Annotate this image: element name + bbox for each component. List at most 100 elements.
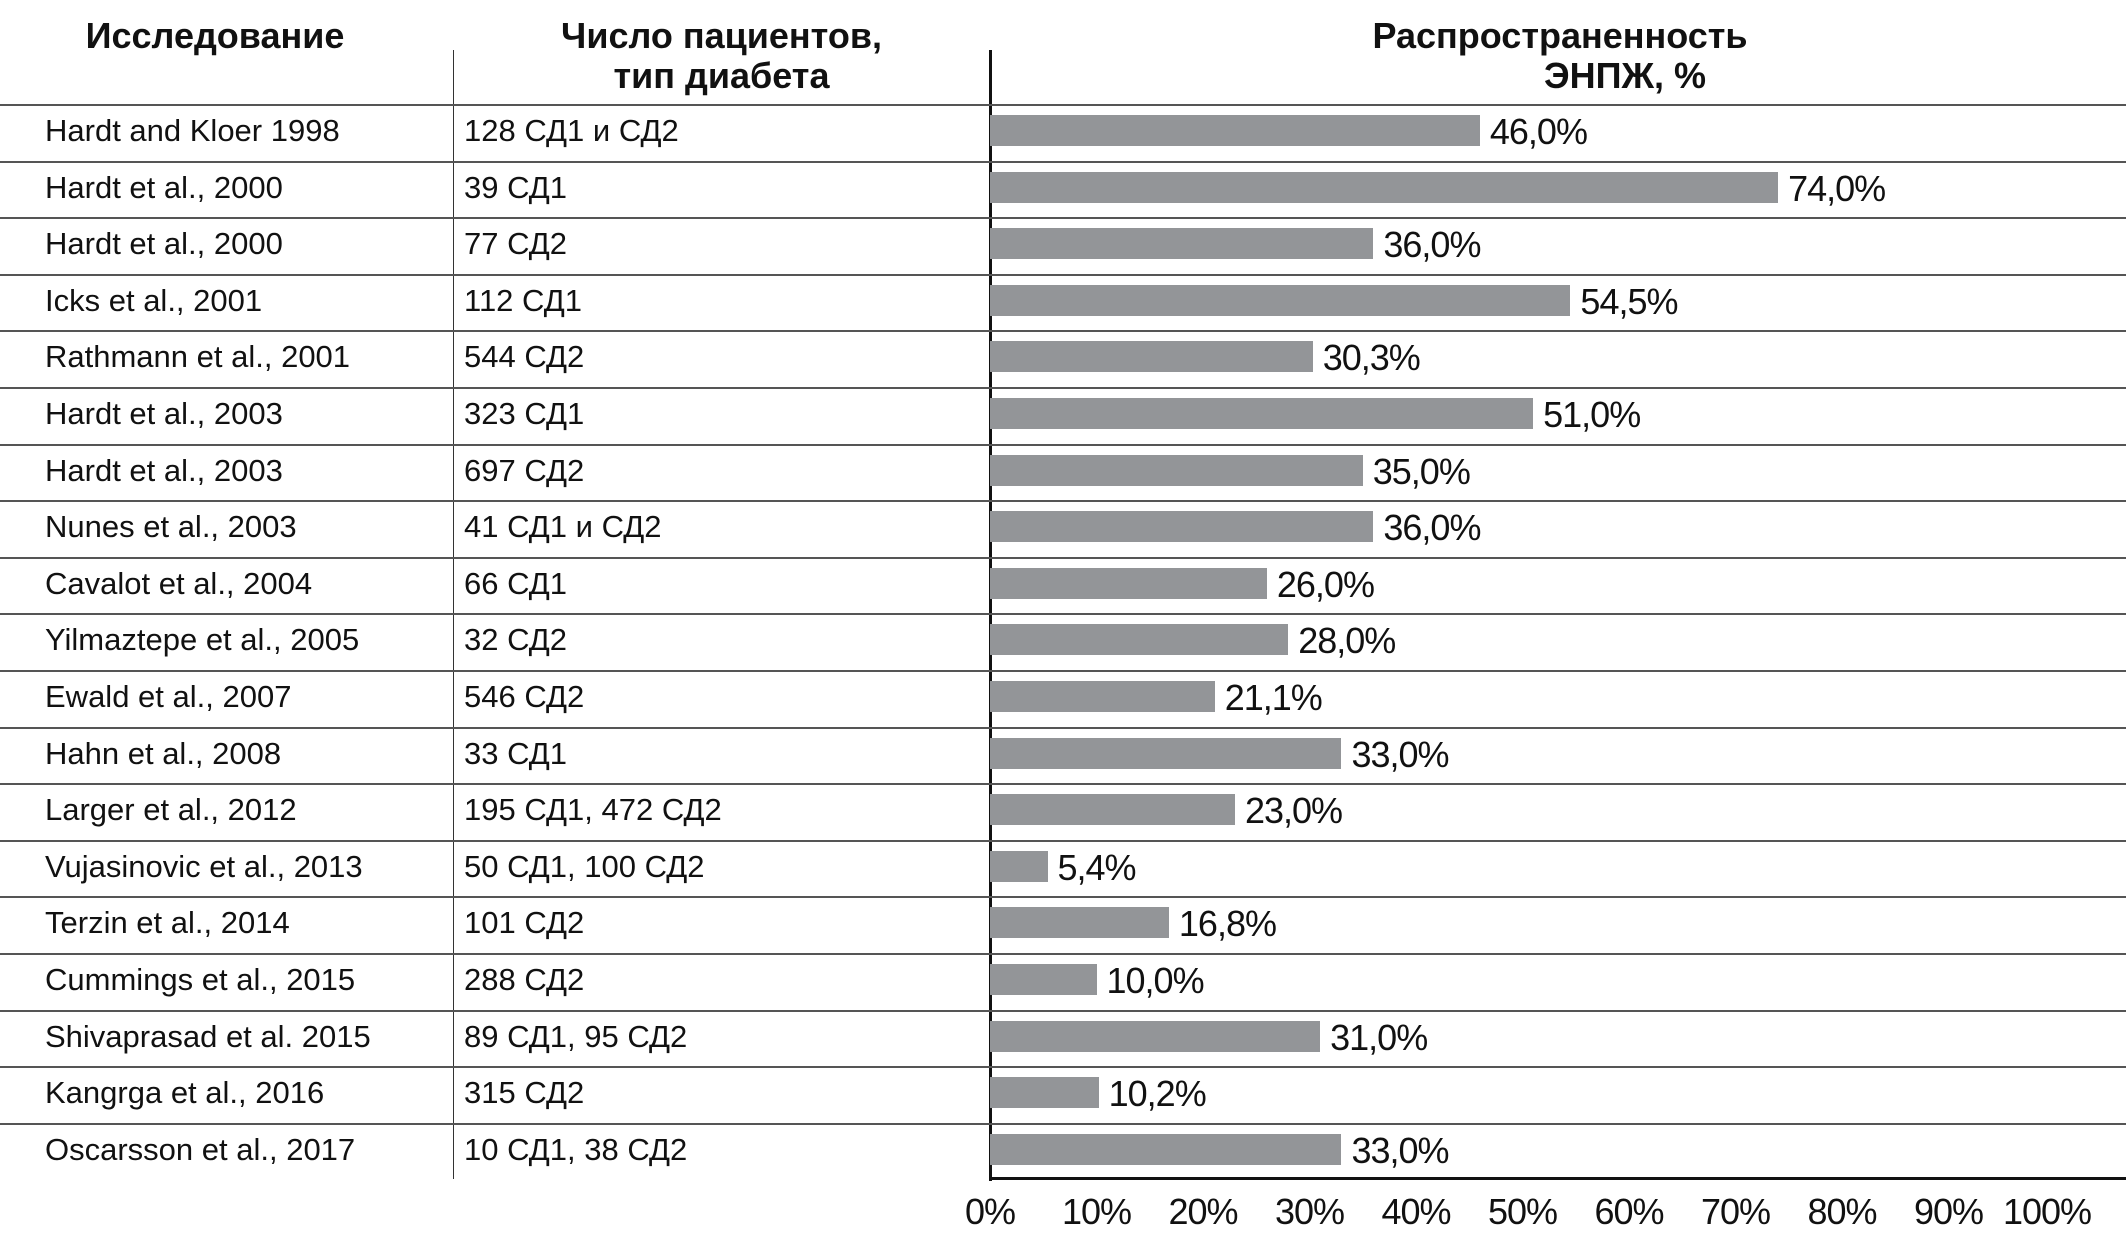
study-cell: Hardt et al., 2000 bbox=[45, 169, 283, 205]
row-divider bbox=[0, 1122, 2126, 1125]
x-tick-label: 70% bbox=[1700, 1191, 1771, 1232]
bar bbox=[990, 1133, 1342, 1165]
header-patients-line2: тип диабета bbox=[613, 55, 830, 96]
patients-cell: 50 СД1, 100 СД2 bbox=[464, 848, 705, 884]
x-tick-label: 10% bbox=[1061, 1191, 1132, 1232]
bar bbox=[990, 624, 1289, 656]
bar bbox=[990, 964, 1097, 995]
bar-value-label: 54,5% bbox=[1580, 280, 1678, 322]
row-divider bbox=[0, 556, 2126, 559]
bar-value-label: 10,0% bbox=[1106, 960, 1205, 1001]
patients-cell: 39 СД1 bbox=[464, 169, 568, 205]
bar-value-label: 36,0% bbox=[1383, 507, 1481, 549]
study-cell: Hardt and Kloer 1998 bbox=[45, 113, 340, 148]
bar-value-label: 5,4% bbox=[1057, 846, 1137, 888]
study-cell: Hardt et al., 2000 bbox=[45, 226, 283, 262]
patients-cell: 128 СД1 и СД2 bbox=[464, 113, 679, 148]
patients-cell: 66 СД1 bbox=[464, 565, 568, 601]
study-cell: Cummings et al., 2015 bbox=[45, 962, 356, 997]
bar bbox=[990, 115, 1480, 146]
bar-value-label: 46,0% bbox=[1489, 111, 1588, 152]
bar-value-label: 33,0% bbox=[1351, 733, 1449, 775]
study-cell: Hardt et al., 2003 bbox=[45, 396, 283, 431]
bar-value-label: 31,0% bbox=[1330, 1016, 1428, 1058]
study-cell: Shivaprasad et al. 2015 bbox=[45, 1018, 371, 1054]
bar bbox=[990, 850, 1048, 882]
bar bbox=[990, 737, 1342, 769]
bar bbox=[990, 341, 1313, 373]
header-study: Исследование bbox=[85, 15, 345, 56]
bar bbox=[990, 398, 1534, 429]
row-divider bbox=[0, 726, 2126, 729]
study-cell: Yilmaztepe et al., 2005 bbox=[45, 622, 360, 658]
study-cell: Hardt et al., 2003 bbox=[45, 452, 283, 488]
row-divider bbox=[0, 160, 2126, 163]
bar bbox=[990, 794, 1235, 826]
row-divider bbox=[0, 500, 2126, 503]
study-cell: Cavalot et al., 2004 bbox=[45, 565, 313, 601]
x-tick-label: 0% bbox=[964, 1191, 1016, 1232]
header-patients: Число пациентов, тип диабета bbox=[453, 16, 990, 96]
study-cell: Terzin et al., 2014 bbox=[45, 905, 290, 941]
patients-cell: 546 СД2 bbox=[464, 679, 585, 714]
study-cell: Nunes et al., 2003 bbox=[45, 509, 297, 545]
row-divider bbox=[0, 1066, 2126, 1069]
study-cell: Vujasinovic et al., 2013 bbox=[45, 848, 363, 884]
bar bbox=[990, 511, 1374, 543]
patients-cell: 195 СД1, 472 СД2 bbox=[464, 792, 722, 828]
study-cell: Rathmann et al., 2001 bbox=[45, 339, 351, 375]
row-divider bbox=[0, 896, 2126, 899]
bar-value-label: 74,0% bbox=[1788, 167, 1886, 209]
patients-cell: 32 СД2 bbox=[464, 622, 568, 658]
study-cell: Ewald et al., 2007 bbox=[45, 679, 292, 714]
x-tick-label: 60% bbox=[1594, 1191, 1664, 1232]
study-cell: Larger et al., 2012 bbox=[45, 792, 297, 828]
bar-value-label: 33,0% bbox=[1351, 1129, 1449, 1171]
patients-cell: 89 СД1, 95 СД2 bbox=[464, 1018, 688, 1054]
study-cell: Hahn et al., 2008 bbox=[45, 735, 282, 771]
patients-cell: 101 СД2 bbox=[464, 905, 585, 941]
row-divider bbox=[0, 670, 2126, 672]
patients-cell: 315 СД2 bbox=[464, 1075, 585, 1111]
row-divider bbox=[0, 1009, 2126, 1012]
row-divider bbox=[0, 783, 2126, 786]
header-prevalence: Распространенность ЭНПЖ, % bbox=[1300, 16, 1820, 96]
study-cell: Kangrga et al., 2016 bbox=[45, 1075, 325, 1111]
bar bbox=[990, 171, 1779, 203]
x-tick-label: 20% bbox=[1168, 1191, 1238, 1232]
bar-value-label: 30,3% bbox=[1322, 337, 1421, 379]
header-prevalence-line2: ЭНПЖ, % bbox=[1543, 55, 1707, 96]
patients-cell: 10 СД1, 38 СД2 bbox=[464, 1131, 688, 1167]
x-axis-line bbox=[989, 1177, 2126, 1180]
row-divider bbox=[0, 387, 2126, 389]
bar-value-label: 26,0% bbox=[1276, 563, 1375, 605]
bar bbox=[990, 1077, 1099, 1109]
row-divider bbox=[0, 839, 2126, 842]
study-cell: Oscarsson et al., 2017 bbox=[45, 1131, 356, 1167]
bar-value-label: 16,8% bbox=[1178, 903, 1277, 945]
x-tick-label: 30% bbox=[1274, 1191, 1345, 1232]
patients-cell: 697 СД2 bbox=[464, 452, 585, 488]
bar-value-label: 21,1% bbox=[1224, 677, 1323, 718]
patients-cell: 544 СД2 bbox=[464, 339, 585, 375]
row-divider bbox=[0, 217, 2126, 220]
bar bbox=[990, 681, 1215, 712]
header-patients-line1: Число пациентов, bbox=[561, 15, 882, 56]
patients-cell: 41 СД1 и СД2 bbox=[464, 509, 662, 545]
row-divider bbox=[0, 443, 2126, 446]
row-divider bbox=[0, 613, 2126, 616]
x-tick-label: 100% bbox=[2002, 1191, 2092, 1232]
row-divider bbox=[0, 330, 2126, 333]
bar bbox=[990, 228, 1374, 260]
y-axis-line bbox=[989, 50, 992, 1181]
x-tick-label: 80% bbox=[1807, 1191, 1877, 1232]
study-cell: Icks et al., 2001 bbox=[45, 282, 263, 318]
bar-value-label: 36,0% bbox=[1383, 224, 1481, 266]
bar-value-label: 10,2% bbox=[1108, 1073, 1207, 1115]
row-divider bbox=[0, 273, 2126, 276]
x-tick-label: 50% bbox=[1487, 1191, 1558, 1232]
bar bbox=[990, 284, 1571, 316]
patients-cell: 323 СД1 bbox=[464, 396, 585, 431]
patients-cell: 112 СД1 bbox=[464, 282, 582, 318]
bar bbox=[990, 454, 1363, 486]
